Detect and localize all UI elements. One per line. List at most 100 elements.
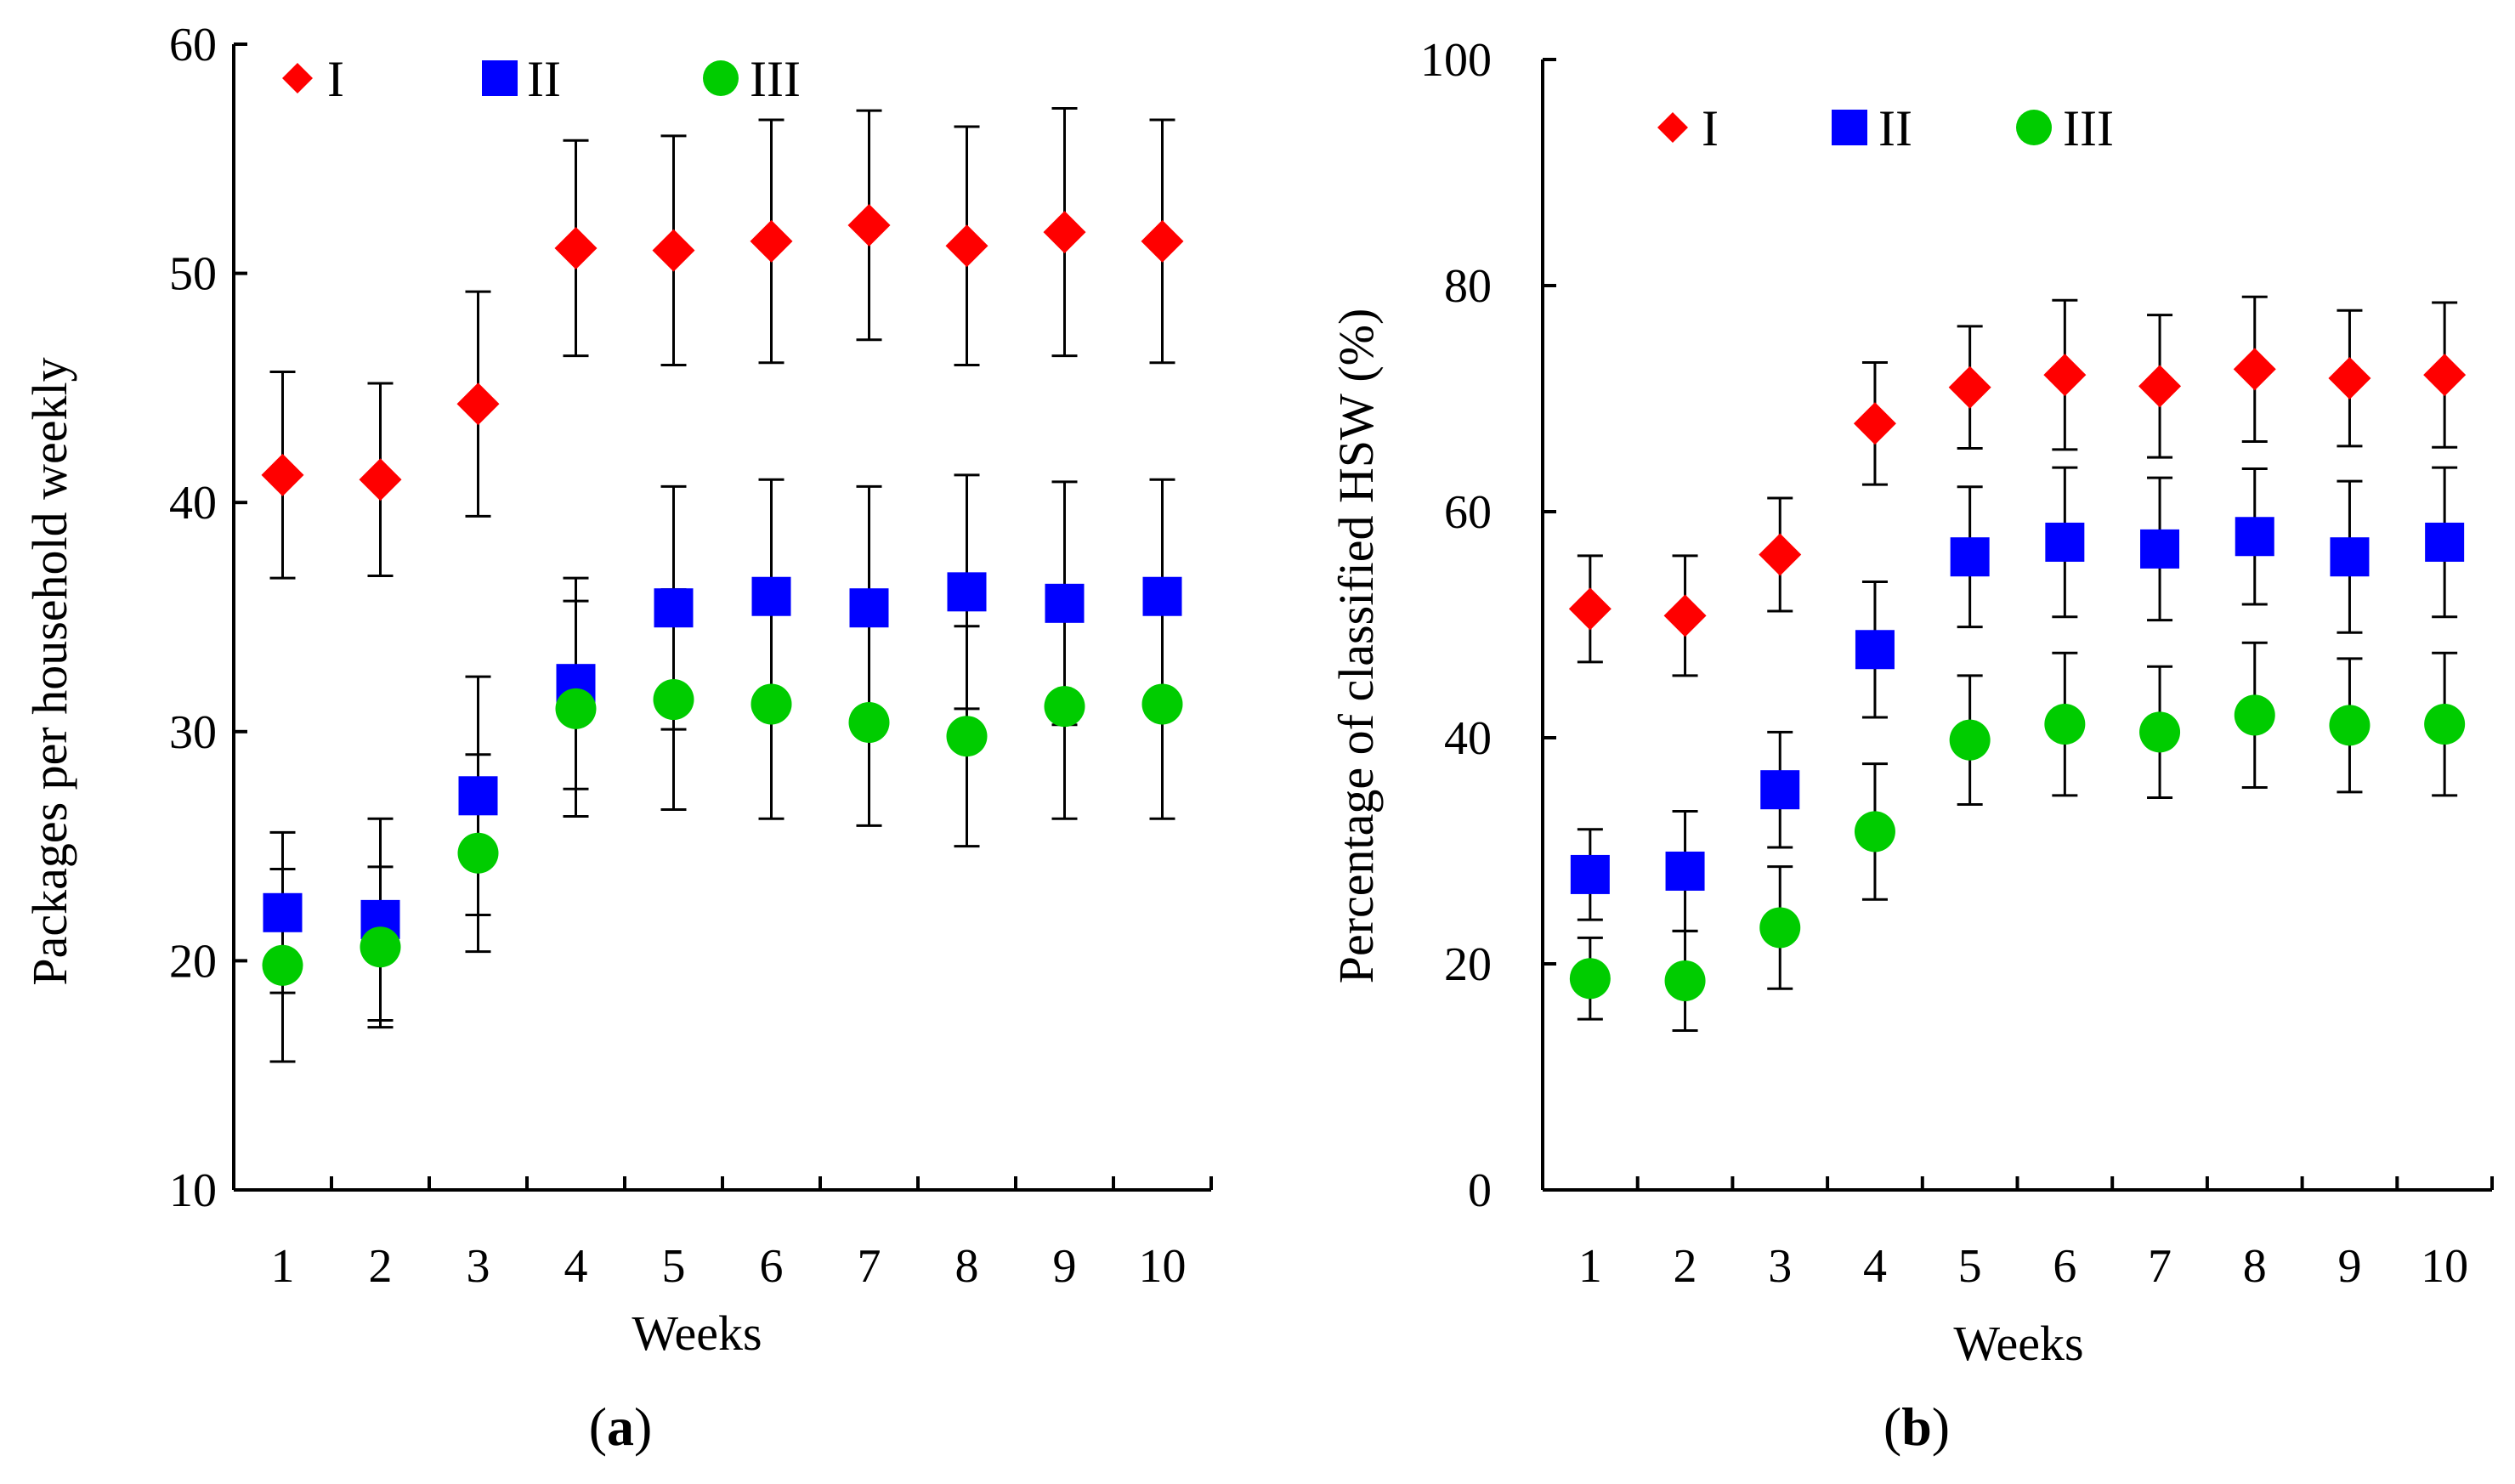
chart-b-y-tick-label: 100 (1420, 34, 1492, 87)
panel-a-caption: (a) (589, 1396, 653, 1457)
chart-b-x-tick-label: 7 (2148, 1240, 2172, 1293)
chart-a-point-circle (751, 683, 792, 725)
chart-b-point-diamond (2233, 348, 2276, 391)
chart-a-x-ticks: 1 2 3 4 5 6 7 8 9 10 (271, 1176, 1213, 1293)
chart-a-point-circle (555, 688, 597, 729)
chart-a-x-tick-label: 4 (564, 1240, 588, 1293)
chart-b-point-diamond (1759, 533, 1802, 576)
chart-a-legend: I II III (282, 51, 801, 107)
chart-a-point-square (458, 776, 498, 816)
chart-a-point-diamond (750, 219, 793, 263)
chart-a-point-diamond (456, 382, 500, 426)
chart-b-legend-label: II (1878, 100, 1912, 156)
chart-a-point-diamond (359, 458, 402, 501)
chart-a-y-tick-label: 10 (169, 1164, 217, 1217)
chart-b-point-diamond (1853, 402, 1896, 445)
chart-b-point-diamond (2138, 365, 2182, 408)
chart-a-point-diamond (847, 203, 891, 246)
chart-a-x-tick-label: 6 (760, 1240, 784, 1293)
chart-a-x-tick-label: 7 (858, 1240, 881, 1293)
chart-a-legend-marker-circle (703, 60, 739, 96)
chart-b-legend-label: I (1702, 100, 1719, 156)
chart-a-point-circle (848, 702, 890, 744)
chart-a-point-circle (262, 944, 303, 986)
chart-a-x-axis-title: Weeks (632, 1306, 762, 1361)
chart-b-x-tick-label: 4 (1863, 1240, 1887, 1293)
chart-a-y-tick-label: 30 (169, 706, 217, 759)
chart-b-x-tick-label: 9 (2337, 1240, 2361, 1293)
chart-a-point-circle (1044, 686, 1085, 728)
chart-b-y-axis-title: Percentage of classified HSW (%) (1328, 309, 1384, 984)
chart-a-point-circle (1141, 683, 1183, 725)
chart-b-point-square (1855, 630, 1895, 670)
chart-b-legend: I II III (1657, 100, 2114, 156)
chart-b-x-tick-label: 8 (2243, 1240, 2267, 1293)
chart-a-point-diamond (652, 229, 695, 272)
chart-b-point-circle (2139, 711, 2181, 753)
chart-b-y-tick-label: 80 (1444, 260, 1492, 313)
chart-b-point-diamond (2043, 354, 2087, 397)
chart-b-point-circle (2234, 694, 2275, 736)
chart-b-point-diamond (2328, 357, 2371, 400)
chart-b-point-circle (1949, 719, 1991, 761)
chart-b-y-tick-label: 40 (1444, 712, 1492, 765)
chart-b-point-diamond (1948, 365, 1991, 409)
chart-a-point-diamond (1043, 211, 1086, 254)
chart-b-point-square (1950, 537, 1990, 577)
chart-a-y-tick-label: 60 (169, 19, 217, 71)
chart-a-point-square (263, 892, 303, 932)
chart-b-x-tick-label: 6 (2053, 1240, 2076, 1293)
chart-a-point-square (654, 588, 694, 628)
chart-a-point-diamond (554, 226, 598, 269)
chart-a-point-circle (653, 679, 694, 721)
chart-a-x-tick-label: 10 (1139, 1240, 1187, 1293)
chart-b-x-tick-label: 1 (1578, 1240, 1602, 1293)
chart-a-point-square (1142, 576, 1182, 616)
chart-b-point-circle (2044, 704, 2086, 745)
chart-a-y-axis-title: Packages per household weekly (22, 357, 77, 985)
chart-a-point-circle (360, 926, 401, 968)
chart-b-point-circle (1664, 960, 1706, 1001)
chart-a-x-tick-label: 1 (271, 1240, 295, 1293)
chart-b-point-square (2235, 517, 2274, 557)
chart-a-point-circle (946, 716, 988, 757)
chart-a-legend-marker-diamond (282, 63, 313, 93)
chart-b-point-square (1665, 851, 1705, 891)
chart-b-point-square (1760, 770, 1800, 810)
chart-a-point-diamond (945, 224, 988, 268)
chart-b-plot-area (1568, 295, 2467, 1032)
chart-b-legend-label: III (2063, 100, 2114, 156)
chart-b-x-tick-label: 10 (2421, 1240, 2468, 1293)
chart-b-y-tick-label: 20 (1444, 938, 1492, 991)
chart-b-point-circle (1759, 907, 1801, 949)
chart-b-point-diamond (2423, 354, 2467, 397)
chart-a-legend-label: I (327, 51, 344, 107)
chart-a-point-square (947, 572, 987, 612)
chart-b-x-axis-title: Weeks (1953, 1316, 2083, 1371)
chart-a-y-tick-label: 40 (169, 477, 217, 530)
chart-a-x-tick-label: 8 (955, 1240, 979, 1293)
chart-b-legend-marker-diamond (1657, 112, 1688, 143)
chart-b-point-circle (1854, 811, 1895, 852)
chart-a-point-square (751, 576, 791, 616)
chart-b-y-tick-label: 60 (1444, 486, 1492, 539)
chart-a-x-tick-label: 9 (1053, 1240, 1077, 1293)
chart-a-y-tick-label: 50 (169, 248, 217, 301)
chart-b-point-diamond (1568, 587, 1612, 631)
chart-b-point-square (2140, 529, 2180, 569)
chart-b-x-tick-label: 2 (1674, 1240, 1697, 1293)
chart-a-plot-area (261, 106, 1184, 1063)
chart-a-point-diamond (261, 453, 304, 496)
chart-a-point-square (1045, 583, 1085, 623)
chart-b-x-tick-label: 3 (1768, 1240, 1792, 1293)
chart-a-point-circle (457, 832, 499, 874)
chart-b-point-diamond (1663, 594, 1707, 637)
chart-b-legend-marker-square (1832, 110, 1867, 145)
chart-b-point-circle (2329, 705, 2371, 746)
chart-a-point-square (849, 588, 889, 628)
chart-b-x-ticks: 1 2 3 4 5 6 7 8 9 10 (1578, 1176, 2494, 1293)
chart-b-point-circle (2424, 704, 2466, 745)
